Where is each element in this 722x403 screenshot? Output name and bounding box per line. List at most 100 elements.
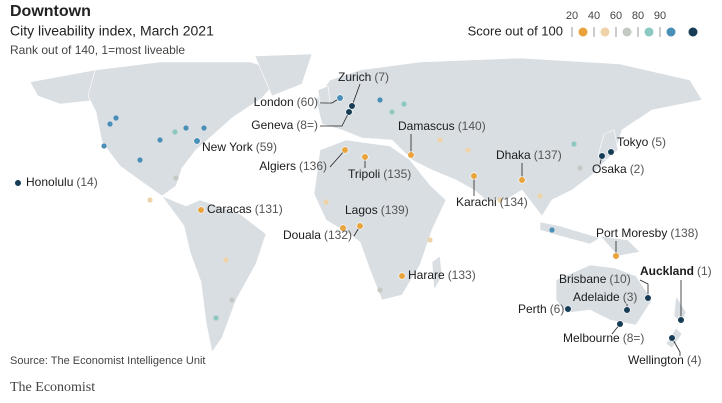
legend-swatch (666, 27, 676, 37)
city-name: Wellington (628, 353, 684, 367)
city-label: Dhaka (137) (496, 148, 562, 162)
city-name: Honolulu (26, 175, 73, 189)
city-rank: (59) (256, 140, 277, 154)
city-rank: (140) (458, 119, 486, 133)
city-rank: (132) (324, 228, 352, 242)
city-label: Osaka (2) (592, 162, 644, 176)
city-label: Damascus (140) (398, 119, 486, 133)
city-marker (607, 148, 615, 156)
city-dot (401, 101, 407, 107)
city-label: Tokyo (5) (617, 135, 666, 149)
legend-tick-label: 20 (566, 10, 578, 22)
city-name: Brisbane (559, 272, 607, 286)
city-rank: (8=) (623, 331, 645, 345)
city-rank: (3) (623, 290, 638, 304)
city-rank: (4) (687, 353, 702, 367)
source: Source: The Economist Intelligence Unit (10, 355, 205, 367)
city-label: Honolulu (14) (26, 175, 98, 189)
leader-line (329, 149, 346, 168)
city-dot (437, 137, 443, 143)
city-name: Adelaide (573, 290, 620, 304)
city-marker (14, 179, 22, 187)
note: Rank out of 140, 1=most liveable (10, 43, 185, 57)
city-marker (345, 108, 353, 116)
city-rank: (131) (255, 202, 283, 216)
leader-line (351, 83, 361, 107)
city-rank: (2) (630, 162, 645, 176)
city-label: Port Moresby (138) (596, 226, 698, 240)
city-name: Algiers (259, 159, 296, 173)
city-dot (113, 115, 119, 121)
city-name: Melbourne (563, 331, 620, 345)
city-dot (223, 257, 229, 263)
city-label: London (60) (254, 95, 318, 109)
city-rank: (135) (383, 167, 411, 181)
city-name: Tokyo (617, 135, 649, 149)
city-name: Caracas (207, 202, 252, 216)
city-marker (398, 272, 406, 280)
city-rank: (8=) (296, 118, 318, 132)
city-marker (197, 206, 205, 214)
city-dot (107, 121, 113, 127)
city-label: Lagos (139) (345, 203, 409, 217)
city-dot (537, 193, 543, 199)
city-marker (341, 146, 349, 154)
city-marker (339, 224, 347, 232)
city-dot (427, 237, 433, 243)
title: Downtown (10, 3, 91, 20)
city-marker (356, 222, 364, 230)
leader-line (639, 279, 649, 298)
city-label: Tripoli (135) (348, 167, 411, 181)
legend-swatch (600, 27, 610, 37)
city-rank: (134) (500, 195, 528, 209)
city-dot (323, 199, 329, 205)
legend-swatch (578, 27, 588, 37)
city-label: Zurich (7) (338, 70, 389, 84)
city-marker (598, 152, 606, 160)
legend-swatch (644, 27, 654, 37)
city-label: Douala (132) (283, 228, 352, 242)
city-name: Lagos (345, 203, 378, 217)
city-dot (389, 109, 395, 115)
city-marker (668, 334, 676, 342)
city-label: New York (59) (202, 140, 277, 154)
city-rank: (138) (670, 226, 698, 240)
subtitle: City liveability index, March 2021 (10, 23, 214, 39)
city-name: Zurich (338, 70, 371, 84)
city-marker (616, 320, 624, 328)
legend-title: Score out of 100 (468, 23, 563, 38)
city-rank: (5) (651, 135, 666, 149)
legend-tick-label: 60 (610, 10, 622, 22)
city-label: Algiers (136) (259, 159, 327, 173)
city-dot (172, 129, 178, 135)
city-name: Osaka (592, 162, 627, 176)
city-dot (571, 141, 577, 147)
leader-line (671, 337, 681, 356)
city-label: Adelaide (3) (573, 290, 637, 304)
legend-tick-label: 40 (588, 10, 600, 22)
city-marker (470, 172, 478, 180)
brand: The Economist (10, 380, 95, 395)
leader-line (320, 111, 350, 127)
city-rank: (7) (374, 70, 389, 84)
city-rank: (139) (381, 203, 409, 217)
city-rank: (137) (534, 148, 562, 162)
city-marker (348, 102, 356, 110)
city-rank: (14) (76, 175, 97, 189)
city-marker (677, 316, 685, 324)
city-dot (577, 165, 583, 171)
city-label: Melbourne (8=) (563, 331, 644, 345)
city-name: London (254, 95, 294, 109)
city-marker (407, 151, 415, 159)
city-dot (377, 287, 383, 293)
city-dot (147, 197, 153, 203)
city-rank: (10) (609, 272, 630, 286)
city-name: Tripoli (348, 167, 380, 181)
city-label: Wellington (4) (628, 353, 701, 367)
city-marker (612, 252, 620, 260)
city-rank: (136) (299, 159, 327, 173)
city-name: Auckland (640, 264, 694, 278)
city-name: New York (202, 140, 254, 154)
